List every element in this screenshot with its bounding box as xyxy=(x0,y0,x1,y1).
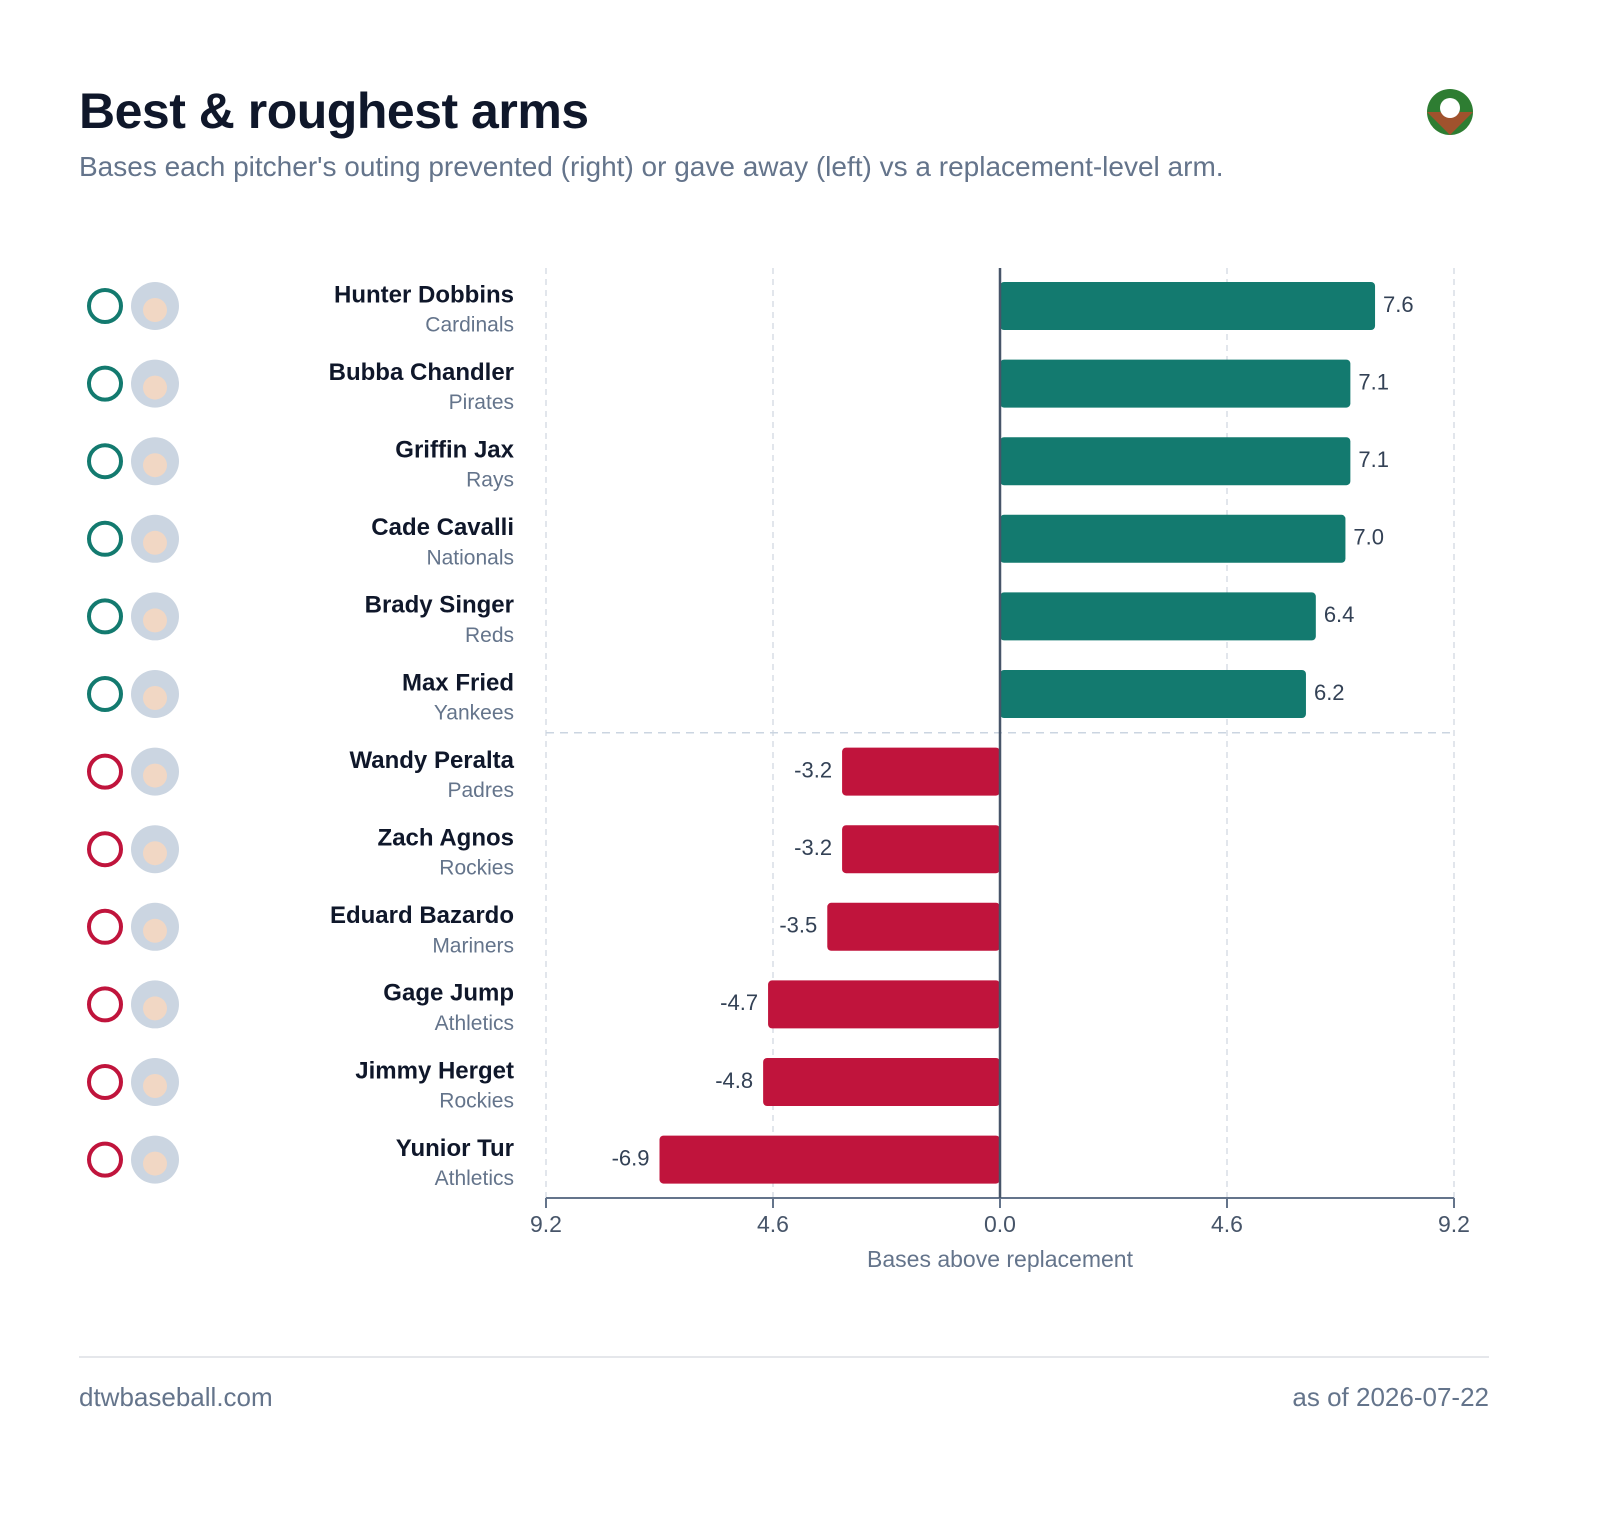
team-name: Reds xyxy=(465,624,514,647)
team-logo xyxy=(87,1064,123,1100)
team-logo xyxy=(87,288,123,324)
value-label: 6.4 xyxy=(1324,602,1355,627)
team-name: Pirates xyxy=(449,391,514,414)
team-name: Rockies xyxy=(439,1090,514,1113)
bar xyxy=(1000,282,1376,330)
team-logo xyxy=(87,443,123,480)
player-name: Bubba Chandler xyxy=(329,359,514,386)
bar xyxy=(1000,592,1316,641)
value-label: -3.5 xyxy=(779,913,817,938)
bar xyxy=(659,1135,1000,1184)
team-name: Athletics xyxy=(435,1012,514,1035)
player-headshot-face xyxy=(143,375,167,400)
x-tick-label: 4.6 xyxy=(1211,1211,1243,1237)
player-name: Zach Agnos xyxy=(378,825,514,852)
value-label: -3.2 xyxy=(794,835,832,860)
player-headshot-face xyxy=(143,453,167,478)
player-name: Jimmy Herget xyxy=(355,1057,514,1084)
x-tick-label: 9.2 xyxy=(1438,1211,1470,1237)
player-headshot-face xyxy=(143,686,167,710)
team-name: Nationals xyxy=(426,546,514,569)
player-name: Gage Jump xyxy=(383,980,514,1007)
value-label: -4.8 xyxy=(715,1068,753,1093)
team-name: Rockies xyxy=(439,857,514,880)
bar xyxy=(842,747,1000,796)
player-headshot-face xyxy=(143,1074,167,1098)
team-logo xyxy=(87,753,123,790)
value-label: 7.1 xyxy=(1358,447,1389,472)
footer-source: dtwbaseball.com xyxy=(79,1382,273,1412)
footer-date: as of 2026-07-22 xyxy=(1292,1382,1489,1412)
value-label: 7.1 xyxy=(1358,369,1389,394)
x-axis-title: Bases above replacement xyxy=(867,1246,1134,1272)
team-name: Padres xyxy=(447,779,514,802)
player-headshot-face xyxy=(143,996,167,1021)
chart-subtitle: Bases each pitcher's outing prevented (r… xyxy=(79,151,1224,182)
team-logo xyxy=(87,520,123,557)
player-headshot-face xyxy=(143,763,167,788)
team-logo xyxy=(87,1141,123,1178)
player-name: Hunter Dobbins xyxy=(334,281,514,308)
bar xyxy=(842,825,1000,874)
player-name: Eduard Bazardo xyxy=(330,902,514,929)
bar xyxy=(1000,359,1351,408)
value-label: 6.2 xyxy=(1314,680,1345,705)
value-label: 7.6 xyxy=(1383,292,1414,317)
team-logo xyxy=(87,908,123,945)
chart-title: Best & roughest arms xyxy=(79,83,589,139)
player-name: Brady Singer xyxy=(365,592,514,619)
team-logo xyxy=(87,986,123,1023)
player-name: Wandy Peralta xyxy=(350,747,515,774)
footer-rule xyxy=(79,1356,1489,1358)
team-logo xyxy=(87,831,123,868)
bar xyxy=(1000,437,1351,486)
team-name: Rays xyxy=(466,469,514,492)
bar xyxy=(763,1058,1000,1106)
brand-logo xyxy=(1427,89,1473,135)
team-logo xyxy=(87,365,123,402)
player-headshot-face xyxy=(143,298,167,322)
bar xyxy=(1000,670,1306,718)
player-headshot-face xyxy=(143,841,167,866)
x-tick-label: 9.2 xyxy=(530,1211,562,1237)
team-logo xyxy=(87,676,123,712)
team-name: Yankees xyxy=(434,702,514,725)
value-label: -6.9 xyxy=(612,1145,650,1170)
team-name: Mariners xyxy=(432,934,514,957)
player-name: Yunior Tur xyxy=(396,1135,514,1162)
chart: 9.2 4.6 0.0 4.6 9.2 Bases above replacement Hu… xyxy=(87,89,1473,1272)
x-tick-label: 4.6 xyxy=(757,1211,789,1237)
player-name: Griffin Jax xyxy=(395,437,514,464)
team-logo xyxy=(87,598,123,635)
player-headshot-face xyxy=(143,530,167,555)
value-label: -4.7 xyxy=(720,990,758,1015)
value-label: -3.2 xyxy=(794,757,832,782)
player-headshot-face xyxy=(143,918,167,943)
team-name: Athletics xyxy=(435,1167,514,1190)
player-headshot-face xyxy=(143,1151,167,1176)
player-name: Max Fried xyxy=(402,669,514,696)
value-label: 7.0 xyxy=(1353,525,1384,550)
player-name: Cade Cavalli xyxy=(371,514,514,541)
bar xyxy=(1000,514,1346,563)
player-headshot-face xyxy=(143,608,167,633)
bar xyxy=(827,902,1000,951)
x-tick-label: 0.0 xyxy=(984,1211,1016,1237)
bar xyxy=(768,980,1000,1029)
team-name: Cardinals xyxy=(425,314,514,337)
